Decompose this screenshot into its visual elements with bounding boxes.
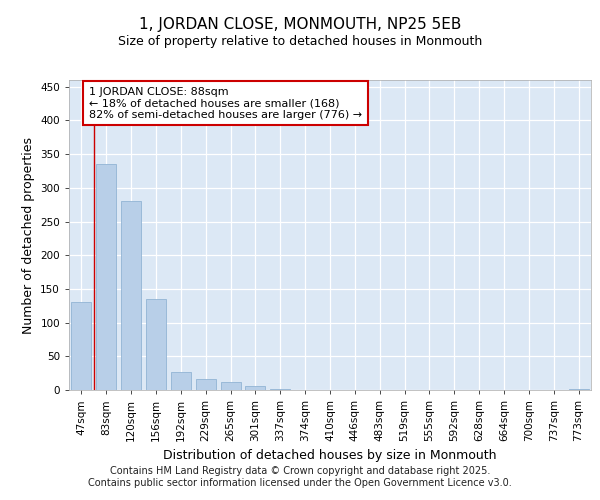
Y-axis label: Number of detached properties: Number of detached properties bbox=[22, 136, 35, 334]
Bar bbox=[146, 299, 166, 390]
Bar bbox=[71, 302, 91, 390]
Bar bbox=[121, 202, 141, 390]
Bar bbox=[221, 382, 241, 390]
Text: Contains HM Land Registry data © Crown copyright and database right 2025.
Contai: Contains HM Land Registry data © Crown c… bbox=[88, 466, 512, 487]
X-axis label: Distribution of detached houses by size in Monmouth: Distribution of detached houses by size … bbox=[163, 450, 497, 462]
Bar bbox=[245, 386, 265, 390]
Bar bbox=[196, 378, 215, 390]
Bar bbox=[97, 164, 116, 390]
Text: 1, JORDAN CLOSE, MONMOUTH, NP25 5EB: 1, JORDAN CLOSE, MONMOUTH, NP25 5EB bbox=[139, 18, 461, 32]
Text: 1 JORDAN CLOSE: 88sqm
← 18% of detached houses are smaller (168)
82% of semi-det: 1 JORDAN CLOSE: 88sqm ← 18% of detached … bbox=[89, 86, 362, 120]
Text: Size of property relative to detached houses in Monmouth: Size of property relative to detached ho… bbox=[118, 35, 482, 48]
Bar bbox=[171, 372, 191, 390]
